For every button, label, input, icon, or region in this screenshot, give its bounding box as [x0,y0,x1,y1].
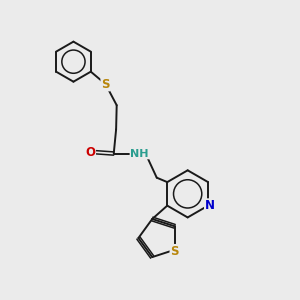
Text: N: N [205,199,215,212]
Text: S: S [170,245,179,258]
Text: NH: NH [130,148,149,158]
Text: S: S [101,77,110,91]
Text: O: O [85,146,95,159]
